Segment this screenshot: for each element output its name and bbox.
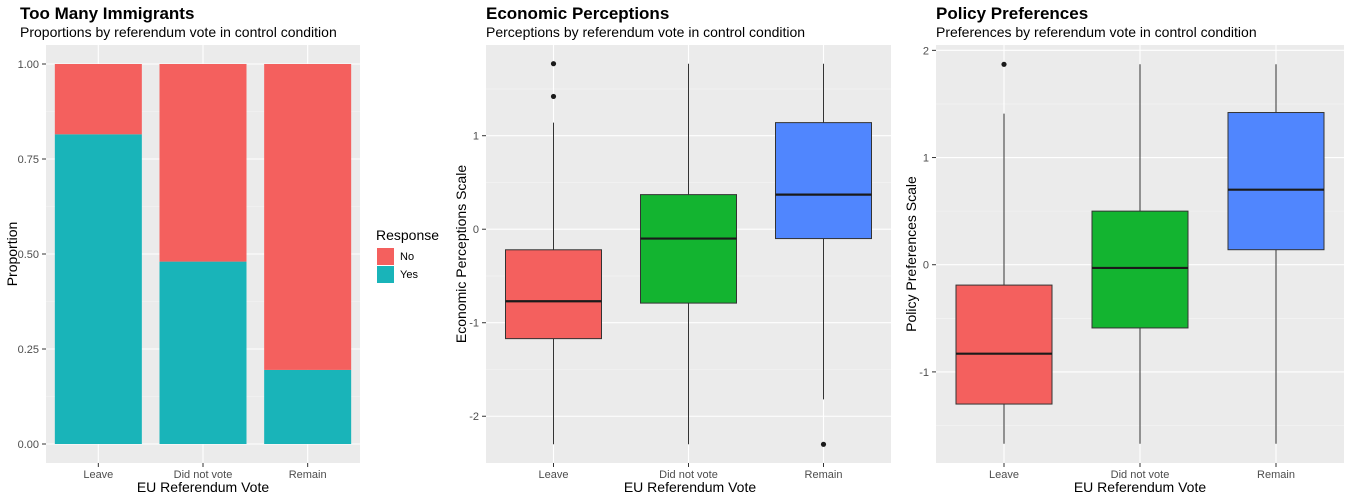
outlier-point [550, 93, 557, 100]
y-tick-label: 1.00 [18, 59, 39, 71]
box [1227, 112, 1325, 251]
x-tick-label: Did not vote [1111, 469, 1170, 481]
outlier-point [550, 61, 557, 67]
x-tick-label: Remain [805, 469, 843, 481]
legend-label-no: No [400, 251, 414, 263]
y-tick-label: 0.75 [18, 154, 39, 166]
legend-title: Response [376, 227, 439, 243]
chart-subtitle: Proportions by referendum vote in contro… [20, 24, 337, 40]
y-tick-label: 0.50 [18, 249, 39, 261]
box [775, 122, 872, 240]
y-axis-title: Economic Perceptions Scale [453, 165, 469, 343]
x-tick-label: Remain [1257, 469, 1295, 481]
chart-title: Economic Perceptions [486, 4, 669, 23]
x-tick-labels: Leave Did not vote Remain [539, 463, 843, 481]
panel-policy-preferences: Policy Preferences Preferences by refere… [903, 4, 1344, 495]
chart-subtitle: Perceptions by referendum vote in contro… [486, 24, 805, 40]
legend-label-yes: Yes [400, 269, 418, 281]
bar-yes [54, 134, 142, 445]
y-tick-labels: -2 -1 0 1 [469, 131, 486, 423]
x-tick-label: Did not vote [659, 469, 718, 481]
outlier-point [820, 441, 827, 447]
x-axis-title: EU Referendum Vote [137, 479, 270, 495]
x-tick-labels: Leave Did not vote Remain [989, 463, 1295, 481]
chart-title: Policy Preferences [936, 4, 1088, 23]
bars [54, 64, 352, 445]
bar-no [159, 64, 247, 262]
legend: Response No Yes [376, 227, 439, 283]
y-tick-label: -1 [919, 367, 929, 379]
x-tick-label: Leave [989, 469, 1019, 481]
y-tick-label: 0.25 [18, 344, 39, 356]
panel-too-many-immigrants: Too Many Immigrants Proportions by refer… [4, 4, 439, 495]
x-tick-labels: Leave Did not vote Remain [83, 463, 327, 481]
x-axis-title: EU Referendum Vote [624, 479, 757, 495]
x-tick-label: Did not vote [174, 469, 233, 481]
y-tick-label: 0 [923, 260, 929, 272]
bar-yes [264, 369, 352, 444]
legend-swatch-yes [377, 266, 394, 283]
x-tick-label: Remain [289, 469, 327, 481]
bar-no [264, 64, 352, 370]
y-tick-label: 1 [923, 153, 929, 165]
outlier-point [1001, 61, 1007, 67]
panel-economic-perceptions: Economic Perceptions Perceptions by refe… [453, 4, 891, 495]
y-tick-labels: 0.00 0.25 0.50 0.75 1.00 [18, 59, 46, 451]
y-tick-labels: -1 0 1 2 [919, 45, 936, 379]
bar-no [54, 64, 142, 135]
y-tick-label: 0 [473, 224, 479, 236]
x-axis-title: EU Referendum Vote [1074, 479, 1207, 495]
y-tick-label: -1 [469, 318, 479, 330]
boxes [955, 61, 1325, 444]
box [1091, 210, 1189, 329]
y-axis-title: Proportion [4, 222, 20, 287]
box [640, 194, 737, 304]
chart-title: Too Many Immigrants [20, 4, 194, 23]
y-tick-label: 2 [923, 45, 929, 57]
y-tick-label: -2 [469, 411, 479, 423]
bar-yes [159, 261, 247, 444]
boxes [505, 61, 872, 447]
x-tick-label: Leave [83, 469, 113, 481]
box [955, 284, 1053, 405]
y-axis-title: Policy Preferences Scale [903, 176, 919, 332]
box [505, 249, 602, 340]
legend-swatch-no [377, 248, 394, 265]
x-tick-label: Leave [539, 469, 569, 481]
chart-subtitle: Preferences by referendum vote in contro… [936, 24, 1257, 40]
y-tick-label: 0.00 [18, 439, 39, 451]
y-tick-label: 1 [473, 131, 479, 143]
